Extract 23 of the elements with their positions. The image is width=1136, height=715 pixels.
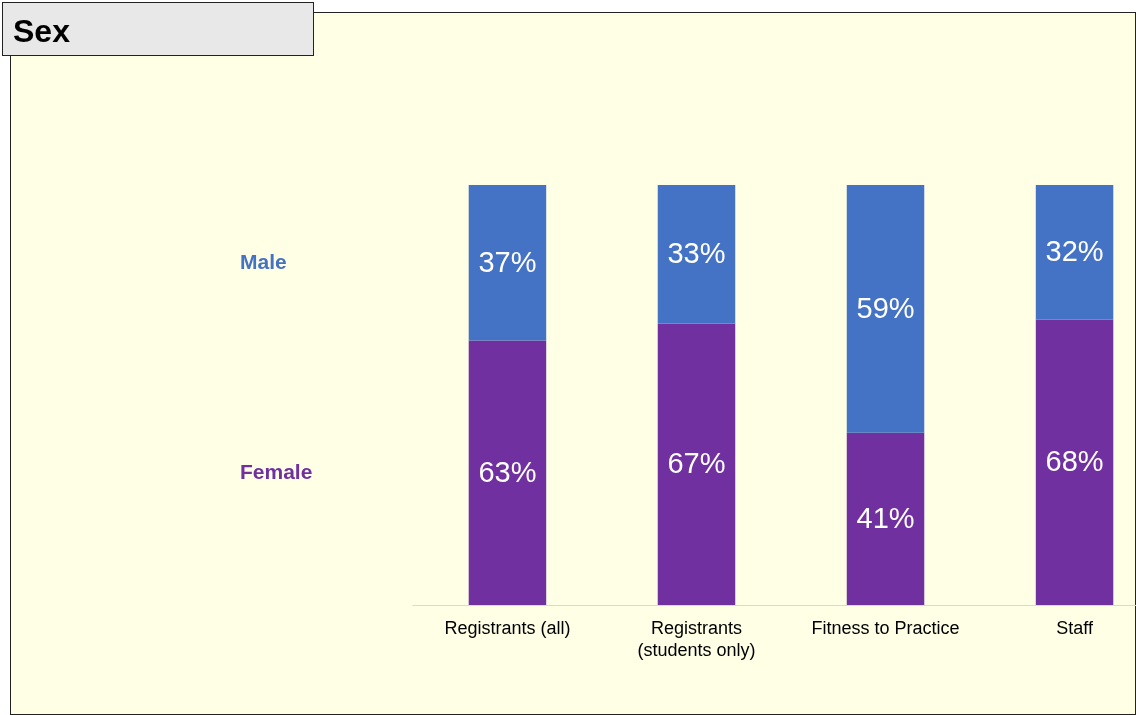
text: Sex: [2, 2, 314, 56]
bar: [1035, 185, 1114, 320]
x-tick-label: Fitness to Practice: [811, 617, 960, 638]
bar: [846, 432, 925, 605]
text: Female: [240, 459, 313, 483]
data-label: 32%: [1045, 235, 1104, 268]
bar: [657, 185, 736, 324]
data-label: 67%: [667, 447, 726, 480]
data-label: 59%: [856, 291, 915, 324]
bar: [846, 185, 925, 433]
bar: [657, 323, 736, 605]
data-label: 68%: [1045, 445, 1104, 478]
bar: [468, 185, 547, 341]
text: Male: [240, 249, 287, 273]
data-label: 63%: [478, 455, 537, 488]
bar: [1035, 319, 1114, 605]
data-label: 37%: [478, 245, 537, 278]
x-tick-label: Staff: [1056, 617, 1094, 638]
x-tick-label: Registrants (all): [444, 617, 571, 638]
x-tick-label: Registrants (students only): [637, 617, 756, 660]
bar: [468, 340, 547, 605]
data-label: 41%: [856, 501, 915, 534]
data-label: 33%: [667, 237, 726, 270]
